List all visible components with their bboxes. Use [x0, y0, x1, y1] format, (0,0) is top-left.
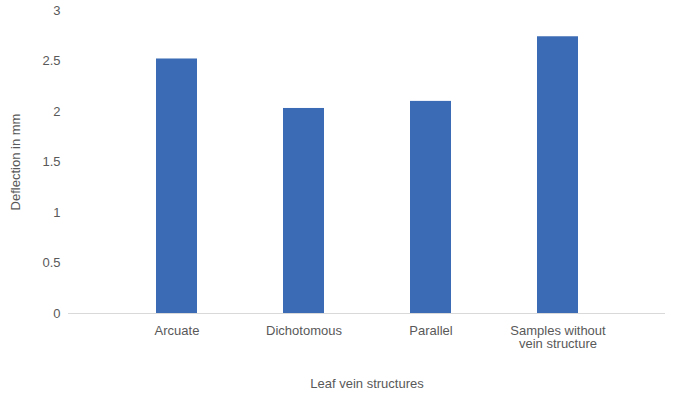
- svg-text:Parallel: Parallel: [409, 323, 452, 338]
- svg-text:3: 3: [53, 3, 60, 18]
- svg-text:1.5: 1.5: [42, 154, 60, 169]
- svg-text:2.5: 2.5: [42, 53, 60, 68]
- svg-text:0: 0: [53, 306, 60, 321]
- svg-text:Arcuate: Arcuate: [155, 323, 200, 338]
- svg-text:1: 1: [53, 205, 60, 220]
- svg-text:0.5: 0.5: [42, 255, 60, 270]
- svg-text:Samples withoutvein structure: Samples withoutvein structure: [510, 323, 606, 351]
- svg-text:2: 2: [53, 104, 60, 119]
- svg-text:Dichotomous: Dichotomous: [266, 323, 342, 338]
- svg-text:Leaf vein structures: Leaf vein structures: [310, 376, 424, 391]
- svg-text:Deflection in mm: Deflection in mm: [8, 114, 23, 211]
